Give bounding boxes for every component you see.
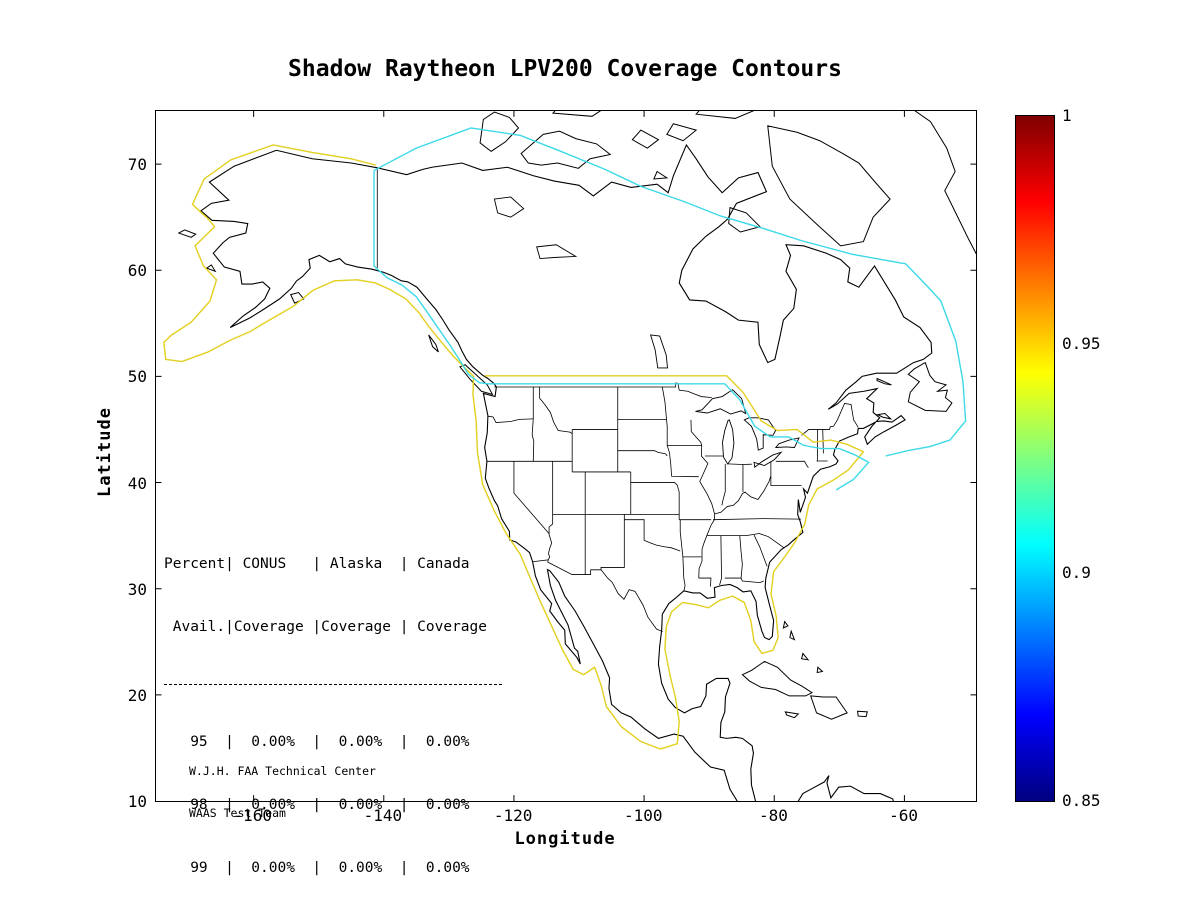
x-tick-label: -140 xyxy=(363,806,403,825)
colorbar-tick-label: 0.95 xyxy=(1062,334,1101,354)
credit-line: W.J.H. FAA Technical Center xyxy=(189,764,376,778)
contour-level-090 xyxy=(374,128,966,490)
y-tick-label: 50 xyxy=(127,367,147,387)
y-axis-label: Latitude xyxy=(95,407,115,497)
state-borders xyxy=(377,168,858,632)
y-tick-label: 10 xyxy=(127,792,147,811)
coverage-table: Percent| CONUS | Alaska | Canada Avail.|… xyxy=(164,512,502,900)
x-tick-label: -100 xyxy=(624,806,663,825)
y-tick-label: 40 xyxy=(127,473,147,493)
coverage-table-row: 98 | 0.00% | 0.00% | 0.00% xyxy=(164,797,470,813)
arctic-islands-outline xyxy=(480,111,976,270)
x-tick-label: -160 xyxy=(233,806,272,825)
lakes-outline xyxy=(494,197,799,467)
y-tick-label: 60 xyxy=(127,261,147,281)
colorbar-tick-label: 1 xyxy=(1062,106,1072,125)
coverage-table-row: 99 | 0.00% | 0.00% | 0.00% xyxy=(164,860,470,876)
axis-tick-marks xyxy=(156,111,976,801)
colorbar xyxy=(1015,115,1055,802)
figure-title: Shadow Raytheon LPV200 Coverage Contours xyxy=(288,56,842,82)
colorbar-tick-label: 0.9 xyxy=(1062,562,1091,582)
y-tick-label: 30 xyxy=(127,579,147,599)
y-tick-label: 20 xyxy=(127,685,147,705)
colorbar-tick-label: 0.85 xyxy=(1062,791,1101,810)
x-tick-label: -120 xyxy=(493,806,533,825)
coverage-table-header: Percent| CONUS | Alaska | Canada xyxy=(164,556,470,572)
islands-outline xyxy=(159,230,952,799)
map-svg xyxy=(156,111,976,801)
land-outline xyxy=(201,145,932,801)
x-tick-label: -80 xyxy=(758,806,788,825)
x-axis-label: Longitude xyxy=(514,829,616,849)
plot-area: Percent| CONUS | Alaska | Canada Avail.|… xyxy=(155,110,977,876)
coverage-table-divider xyxy=(164,684,502,685)
x-tick-label: -60 xyxy=(889,806,919,825)
credit-line: WAAS Test Team xyxy=(189,806,286,820)
coverage-table-header: Avail.|Coverage |Coverage | Coverage xyxy=(164,619,488,635)
y-tick-label: 70 xyxy=(127,155,147,175)
coverage-table-row: 95 | 0.00% | 0.00% | 0.00% xyxy=(164,734,470,750)
contour-level-095 xyxy=(164,145,864,749)
credit-block: W.J.H. FAA Technical Center WAAS Test Te… xyxy=(189,736,376,848)
